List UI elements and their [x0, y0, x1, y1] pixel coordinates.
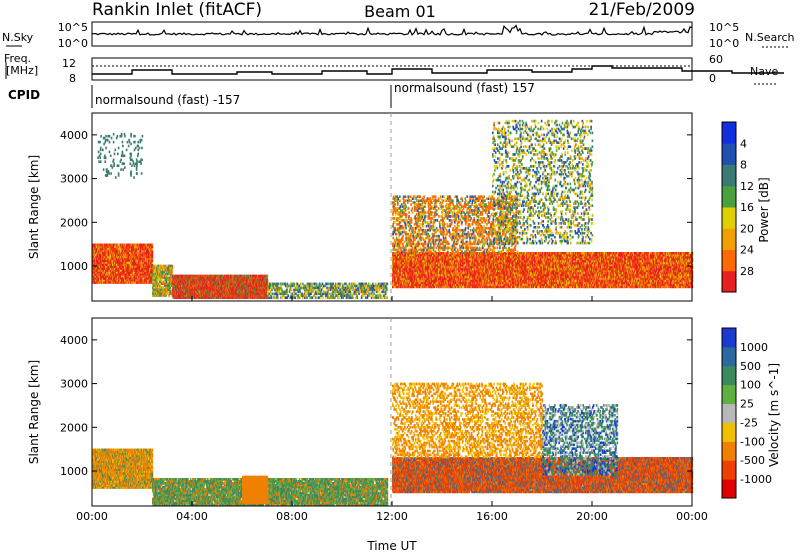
noise-panel: N.Sky 10^5 10^0 10^5 10^0 N.Search	[2, 21, 795, 50]
cpid-segment-1: normalsound (fast) -157	[95, 93, 240, 107]
date-label: 21/Feb/2009	[589, 0, 695, 20]
cpid-panel: CPID normalsound (fast) -157 normalsound…	[8, 81, 535, 108]
cpid-segment-2: normalsound (fast) 157	[394, 81, 535, 95]
noise-sky-trace	[92, 26, 692, 36]
heatmap-cell	[172, 271, 174, 274]
noise-right-tick-bottom: 10^0	[709, 37, 739, 50]
freq-label-2: [MHz]	[6, 64, 38, 77]
cpid-label: CPID	[8, 88, 40, 102]
noise-left-tick-top: 10^5	[58, 21, 88, 34]
power-heatmap-cells	[92, 120, 693, 299]
freq-left-tick-bottom: 8	[69, 72, 76, 85]
beam-label: Beam 01	[364, 2, 436, 21]
heatmap-cell	[152, 244, 154, 247]
noise-right-tick-top: 10^5	[709, 21, 739, 34]
heatmap-cell	[172, 265, 174, 268]
frequency-trace	[92, 66, 784, 74]
station-title: Rankin Inlet (fitACF)	[92, 0, 262, 20]
nave-right-tick-bottom: 0	[709, 72, 716, 85]
noise-search-label: N.Search	[745, 31, 795, 44]
nave-label: Nave	[750, 65, 778, 78]
noise-left-tick-bottom: 10^0	[58, 37, 88, 50]
noise-sky-label: N.Sky	[2, 31, 34, 44]
freq-left-tick-top: 12	[62, 57, 76, 70]
nave-right-tick-top: 60	[709, 53, 723, 66]
